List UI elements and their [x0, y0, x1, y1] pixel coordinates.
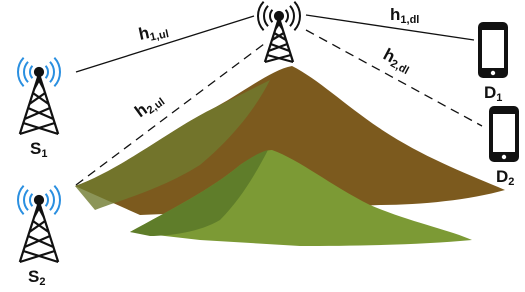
link-label: h2,ul [131, 89, 167, 123]
node-label: D1 [484, 83, 502, 104]
signal-wave [54, 186, 60, 215]
signal-wave [264, 6, 268, 26]
phone [489, 106, 519, 162]
signal-wave [286, 10, 288, 22]
node-label: D2 [496, 167, 514, 188]
signal-wave [50, 190, 54, 210]
signal-wave [24, 190, 28, 210]
link-label: h1,ul [137, 19, 170, 46]
signal-wave [18, 58, 24, 87]
signal-wave [290, 6, 294, 26]
signal-wave [30, 66, 32, 78]
tower [258, 2, 300, 62]
link-label: h2,dl [379, 45, 415, 77]
signal-wave [270, 10, 272, 22]
link-line [76, 16, 254, 72]
phone [478, 22, 508, 78]
link-label: h1,dl [390, 5, 419, 26]
signal-wave [46, 194, 48, 206]
node-label: S1 [30, 139, 47, 160]
signal-wave [258, 2, 264, 31]
antenna [35, 196, 43, 204]
tower [18, 186, 60, 262]
signal-wave [24, 62, 28, 82]
antenna [275, 12, 283, 20]
signal-wave [54, 58, 60, 87]
signal-wave [294, 2, 300, 31]
signal-wave [30, 194, 32, 206]
signal-wave [46, 66, 48, 78]
diagram: h1,ul h2,ul h1,dl h2,dl S1 S2 D1 D2 [0, 0, 525, 292]
antenna [35, 68, 43, 76]
tower [18, 58, 60, 134]
signal-wave [18, 186, 24, 215]
signal-wave [50, 62, 54, 82]
node-label: S2 [28, 267, 45, 288]
